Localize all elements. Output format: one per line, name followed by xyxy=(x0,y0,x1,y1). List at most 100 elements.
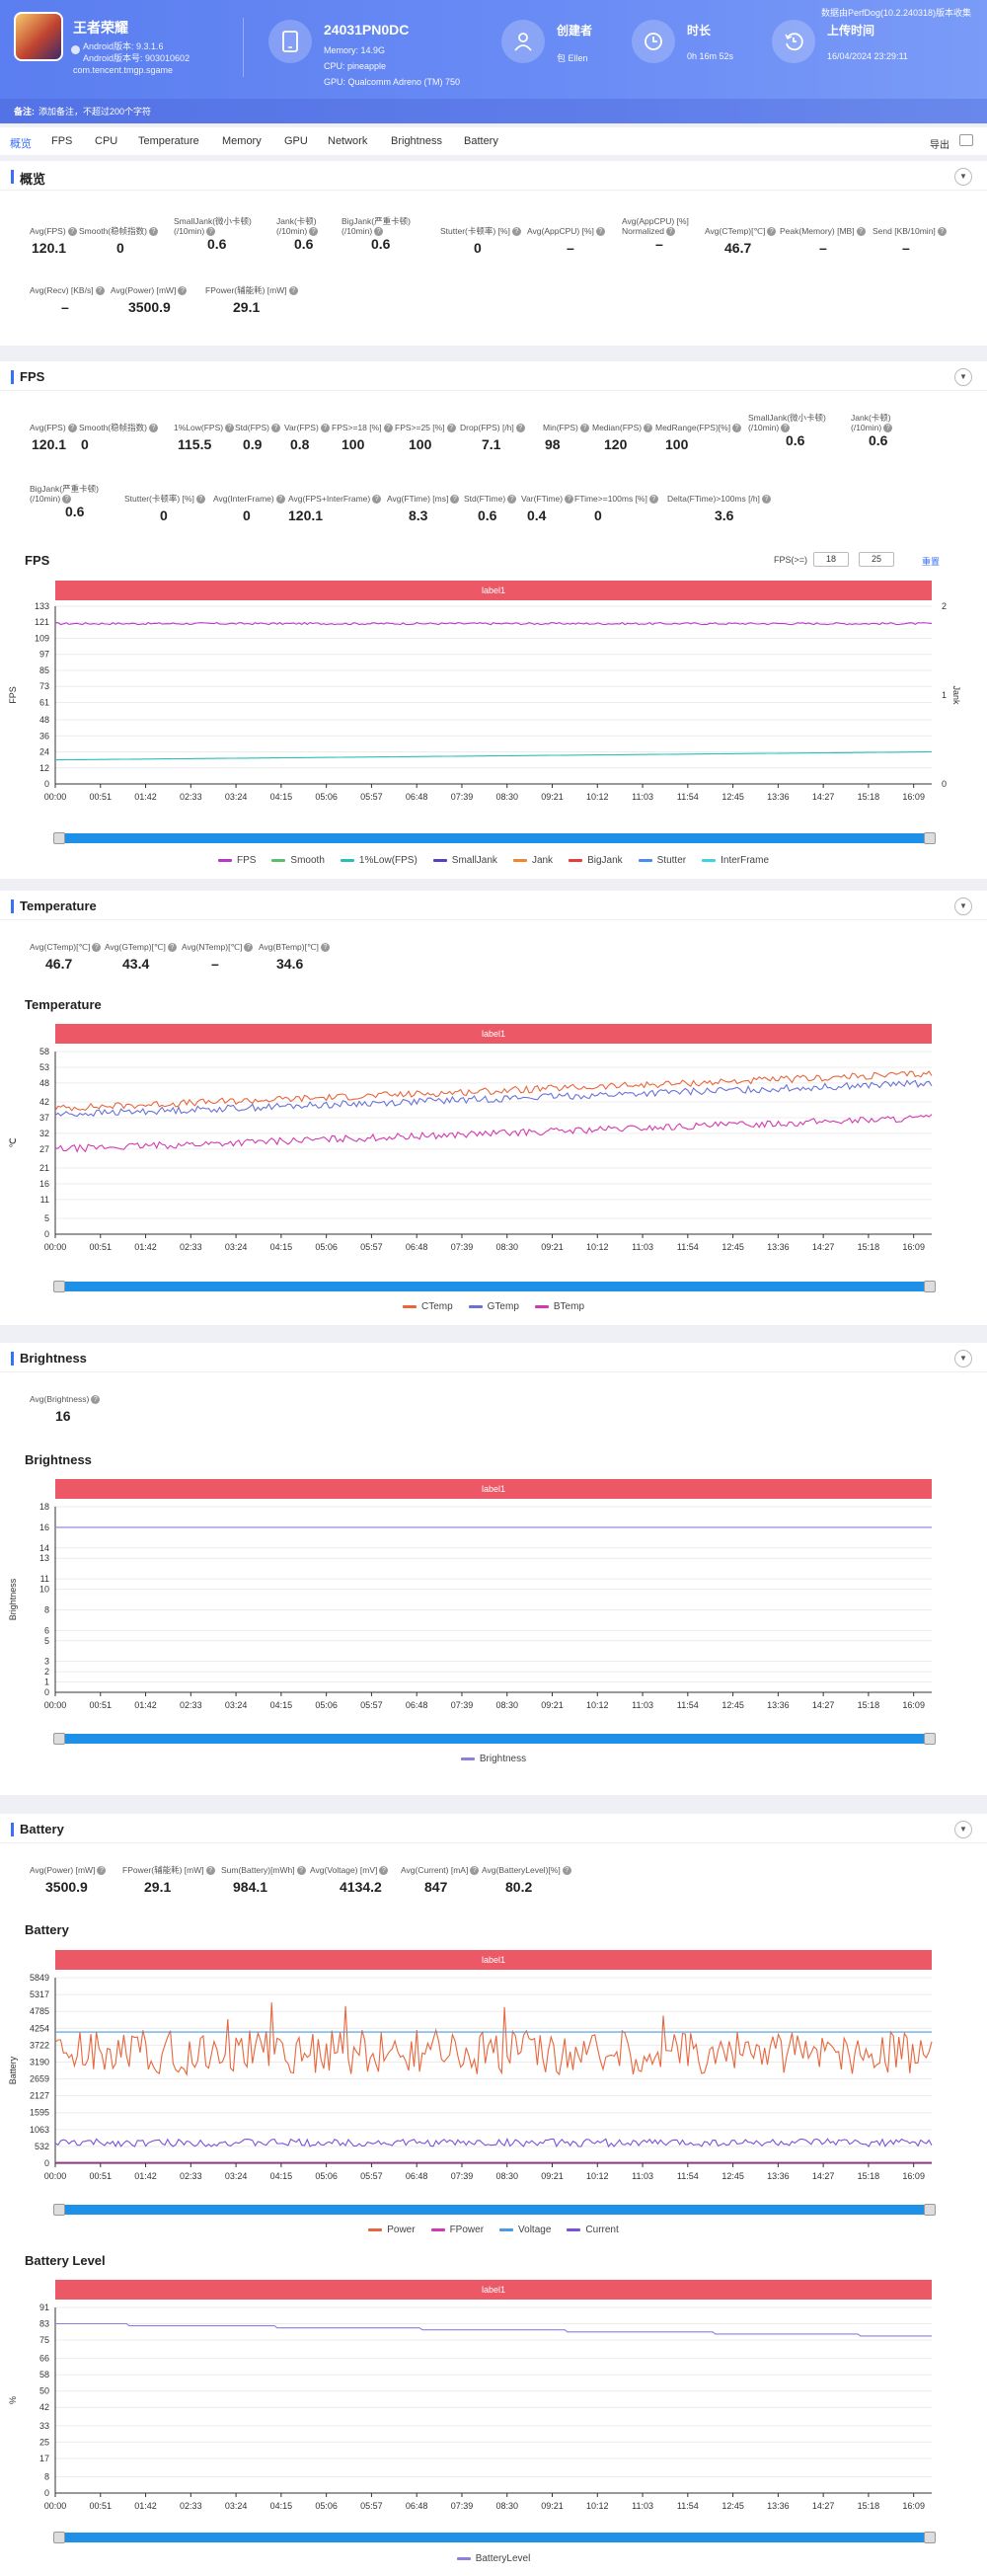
help-icon[interactable]: ? xyxy=(205,1866,215,1876)
time-range-slider[interactable] xyxy=(53,1733,936,1745)
legend-item[interactable]: BatteryLevel xyxy=(456,2553,530,2564)
help-icon[interactable]: ? xyxy=(320,943,330,953)
help-icon[interactable]: ? xyxy=(270,424,280,433)
time-range-slider[interactable] xyxy=(53,2532,936,2543)
legend-item[interactable]: Brightness xyxy=(460,1754,526,1764)
help-icon[interactable]: ? xyxy=(644,424,653,433)
slider-handle-right[interactable] xyxy=(924,832,936,844)
help-icon[interactable]: ? xyxy=(275,495,285,505)
help-icon[interactable]: ? xyxy=(883,424,893,433)
slider-handle-left[interactable] xyxy=(53,2532,65,2543)
help-icon[interactable]: ? xyxy=(781,424,791,433)
slider-handle-right[interactable] xyxy=(924,2204,936,2216)
collapse-icon[interactable]: ▼ xyxy=(954,168,972,186)
help-icon[interactable]: ? xyxy=(148,227,158,237)
fps-threshold-high[interactable]: 25 xyxy=(859,552,894,567)
slider-handle-left[interactable] xyxy=(53,1281,65,1292)
help-icon[interactable]: ? xyxy=(244,943,254,953)
help-icon[interactable]: ? xyxy=(167,943,177,953)
help-icon[interactable]: ? xyxy=(95,286,105,296)
legend-item[interactable]: Stutter xyxy=(638,855,686,866)
legend-item[interactable]: SmallJank xyxy=(432,855,497,866)
legend-item[interactable]: BigJank xyxy=(569,855,623,866)
legend-item[interactable]: Voltage xyxy=(499,2225,551,2235)
help-icon[interactable]: ? xyxy=(761,495,771,505)
tab-battery[interactable]: Battery xyxy=(464,135,498,147)
help-icon[interactable]: ? xyxy=(372,495,382,505)
tab-fps[interactable]: FPS xyxy=(51,135,73,147)
help-icon[interactable]: ? xyxy=(648,495,658,505)
help-icon[interactable]: ? xyxy=(374,227,384,237)
help-icon[interactable]: ? xyxy=(446,424,456,433)
help-icon[interactable]: ? xyxy=(565,495,574,505)
export-button[interactable]: 导出 xyxy=(930,140,949,151)
help-icon[interactable]: ? xyxy=(595,227,605,237)
tab-brightness[interactable]: Brightness xyxy=(391,135,442,147)
tab-network[interactable]: Network xyxy=(328,135,368,147)
collapse-icon[interactable]: ▼ xyxy=(954,1350,972,1367)
slider-handle-left[interactable] xyxy=(53,2204,65,2216)
legend-item[interactable]: CTemp xyxy=(402,1301,453,1312)
export-icon[interactable] xyxy=(959,134,973,146)
perfdog-version[interactable]: 数据由PerfDog(10.2.240318)版本收集 xyxy=(820,8,971,18)
help-icon[interactable]: ? xyxy=(937,227,947,237)
help-icon[interactable]: ? xyxy=(379,1866,389,1876)
help-icon[interactable]: ? xyxy=(91,1395,101,1405)
help-icon[interactable]: ? xyxy=(507,495,517,505)
help-icon[interactable]: ? xyxy=(562,1866,571,1876)
legend-item[interactable]: FPS xyxy=(217,855,256,866)
collapse-icon[interactable]: ▼ xyxy=(954,368,972,386)
help-icon[interactable]: ? xyxy=(666,227,675,237)
help-icon[interactable]: ? xyxy=(195,495,205,505)
help-icon[interactable]: ? xyxy=(67,227,77,237)
legend-item[interactable]: Power xyxy=(368,2225,416,2235)
legend-item[interactable]: InterFrame xyxy=(702,855,769,866)
slider-handle-right[interactable] xyxy=(924,1733,936,1745)
tab-temperature[interactable]: Temperature xyxy=(138,135,199,147)
help-icon[interactable]: ? xyxy=(732,424,742,433)
legend-item[interactable]: Current xyxy=(567,2225,619,2235)
help-icon[interactable]: ? xyxy=(579,424,589,433)
help-icon[interactable]: ? xyxy=(92,943,102,953)
help-icon[interactable]: ? xyxy=(62,495,72,505)
help-icon[interactable]: ? xyxy=(383,424,393,433)
help-icon[interactable]: ? xyxy=(67,424,77,433)
collapse-icon[interactable]: ▼ xyxy=(954,898,972,915)
legend-item[interactable]: FPower xyxy=(430,2225,484,2235)
note-bar[interactable]: 备注: 添加备注，不超过200个字符 xyxy=(0,99,987,123)
time-range-slider[interactable] xyxy=(53,1281,936,1292)
reset-button[interactable]: 重置 xyxy=(921,557,940,567)
legend-item[interactable]: GTemp xyxy=(468,1301,519,1312)
legend-item[interactable]: 1%Low(FPS) xyxy=(340,855,418,866)
help-icon[interactable]: ? xyxy=(225,424,235,433)
help-icon[interactable]: ? xyxy=(288,286,298,296)
help-icon[interactable]: ? xyxy=(309,227,319,237)
help-icon[interactable]: ? xyxy=(148,424,158,433)
help-icon[interactable]: ? xyxy=(296,1866,306,1876)
legend-item[interactable]: Smooth xyxy=(271,855,325,866)
time-range-slider[interactable] xyxy=(53,832,936,844)
slider-handle-right[interactable] xyxy=(924,2532,936,2543)
time-range-slider[interactable] xyxy=(53,2204,936,2216)
help-icon[interactable]: ? xyxy=(767,227,777,237)
help-icon[interactable]: ? xyxy=(470,1866,480,1876)
help-icon[interactable]: ? xyxy=(515,424,525,433)
help-icon[interactable]: ? xyxy=(97,1866,107,1876)
collapse-icon[interactable]: ▼ xyxy=(954,1821,972,1838)
help-icon[interactable]: ? xyxy=(511,227,521,237)
help-icon[interactable]: ? xyxy=(450,495,460,505)
tab-cpu[interactable]: CPU xyxy=(95,135,118,147)
help-icon[interactable]: ? xyxy=(178,286,188,296)
legend-item[interactable]: Jank xyxy=(512,855,553,866)
fps-threshold-low[interactable]: 18 xyxy=(813,552,849,567)
tab-memory[interactable]: Memory xyxy=(222,135,262,147)
tab-overview[interactable]: 概览 xyxy=(10,138,32,150)
legend-item[interactable]: BTemp xyxy=(534,1301,584,1312)
help-icon[interactable]: ? xyxy=(856,227,866,237)
help-icon[interactable]: ? xyxy=(206,227,216,237)
tab-gpu[interactable]: GPU xyxy=(284,135,308,147)
help-icon[interactable]: ? xyxy=(320,424,330,433)
slider-handle-left[interactable] xyxy=(53,1733,65,1745)
slider-handle-left[interactable] xyxy=(53,832,65,844)
slider-handle-right[interactable] xyxy=(924,1281,936,1292)
